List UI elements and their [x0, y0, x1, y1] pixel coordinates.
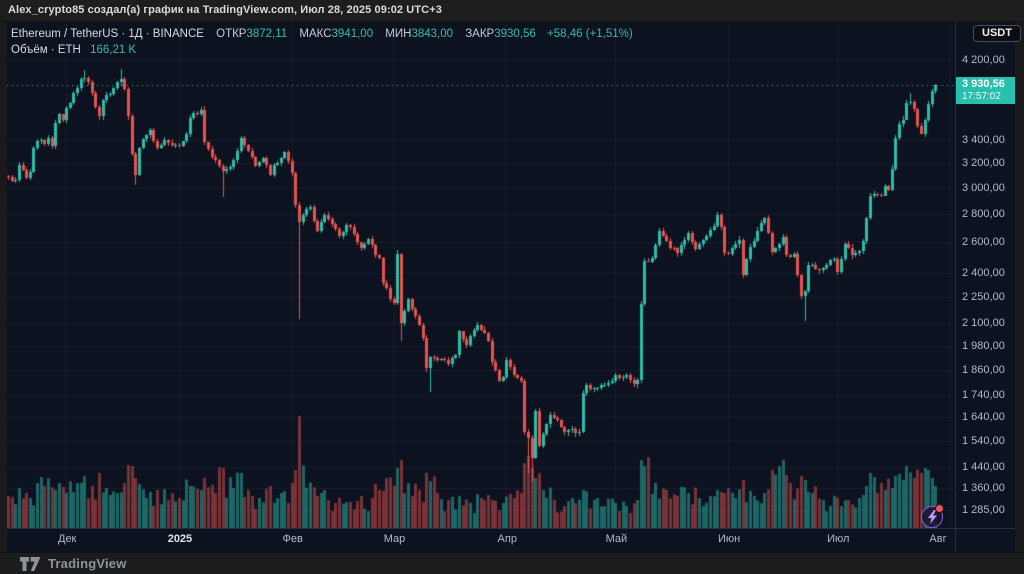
bar-countdown: 17:57:02: [962, 91, 1001, 103]
time-axis[interactable]: Дек 2025 Фев Мар Апр Май Июн Июл Авг: [7, 529, 1015, 552]
notification-dot: [935, 504, 944, 513]
time-tick-label: Фев: [282, 533, 303, 545]
time-tick-label: Май: [605, 533, 628, 545]
close-value: 3930,56: [494, 28, 536, 40]
currency-badge[interactable]: USDT: [973, 25, 1021, 42]
low-value: 3843,00: [411, 28, 454, 40]
time-tick-label: Дек: [57, 533, 77, 545]
price-tick-label: 1 860,00: [962, 363, 1005, 376]
time-tick-label: Июл: [827, 533, 850, 545]
price-tick-label: 1 440,00: [962, 460, 1005, 473]
tradingview-brand-text: TradingView: [48, 556, 127, 571]
tradingview-logo-icon: [20, 556, 41, 571]
price-axis[interactable]: 4 200,00 3 400,00 3 200,00 3 000,00 2 800,00…: [956, 22, 1015, 528]
axis-corner-separator: [955, 528, 956, 552]
left-edge-strip: [0, 22, 7, 552]
legend-symbol-row: Ethereum / TetherUS · 1Д · BINANCE ОТКР3…: [11, 26, 633, 42]
time-tick-label: Мар: [383, 533, 406, 545]
time-tick-label: Апр: [497, 533, 517, 545]
last-price-badge: 3 930,56 17:57:02: [956, 77, 1015, 105]
change-value: +58,46 (+1,51%): [547, 28, 633, 40]
lightning-icon: [928, 510, 937, 524]
attribution-text: Alex_crypto85 создал(а) график на Tradin…: [8, 4, 442, 16]
chart-legend: Ethereum / TetherUS · 1Д · BINANCE ОТКР3…: [11, 26, 633, 58]
price-tick-label: 1 640,00: [962, 411, 1005, 424]
right-edge-strip: [1015, 22, 1024, 552]
price-chart-canvas[interactable]: [7, 22, 955, 528]
symbol-title[interactable]: Ethereum / TetherUS · 1Д · BINANCE: [11, 28, 204, 40]
price-tick-label: 2 250,00: [962, 291, 1005, 304]
price-tick-label: 3 000,00: [962, 181, 1005, 194]
high-label: МАКС: [299, 28, 332, 40]
price-tick-label: 1 285,00: [962, 504, 1005, 517]
last-price-value: 3 930,56: [962, 78, 1005, 91]
volume-value: 166,21 K: [90, 44, 137, 56]
price-tick-label: 1 540,00: [962, 435, 1005, 448]
price-tick-label: 2 800,00: [962, 208, 1005, 221]
time-axis-separator: [7, 528, 1015, 529]
time-tick-label: Авг: [929, 533, 947, 545]
price-tick-label: 1 980,00: [962, 339, 1005, 352]
close-label: ЗАКР: [465, 28, 495, 40]
price-tick-label: 1 360,00: [962, 482, 1005, 495]
attribution-bar: Alex_crypto85 создал(а) график на Tradin…: [0, 0, 1024, 22]
price-tick-label: 3 400,00: [962, 134, 1005, 147]
open-value: 3872,11: [246, 28, 288, 40]
time-tick-label: 2025: [167, 533, 193, 545]
chart-stage: Ethereum / TetherUS · 1Д · BINANCE ОТКР3…: [0, 22, 1024, 552]
low-label: МИН: [385, 28, 412, 40]
tradingview-brand[interactable]: TradingView: [20, 556, 127, 571]
time-tick-label: Июн: [718, 533, 741, 545]
open-label: ОТКР: [216, 28, 247, 40]
quick-trade-button[interactable]: [921, 504, 944, 528]
legend-volume-row: Объём · ETH 166,21 K: [11, 42, 633, 58]
price-tick-label: 3 200,00: [962, 157, 1005, 170]
footer-bar: TradingView: [0, 552, 1024, 574]
price-tick-label: 1 740,00: [962, 388, 1005, 401]
price-tick-label: 4 200,00: [962, 54, 1005, 66]
price-tick-label: 2 600,00: [962, 236, 1005, 249]
price-tick-label: 2 400,00: [962, 266, 1005, 279]
high-value: 3941,00: [331, 28, 374, 40]
volume-label: Объём · ETH: [11, 44, 81, 56]
price-tick-label: 2 100,00: [962, 317, 1005, 330]
price-axis-separator: [955, 22, 956, 528]
